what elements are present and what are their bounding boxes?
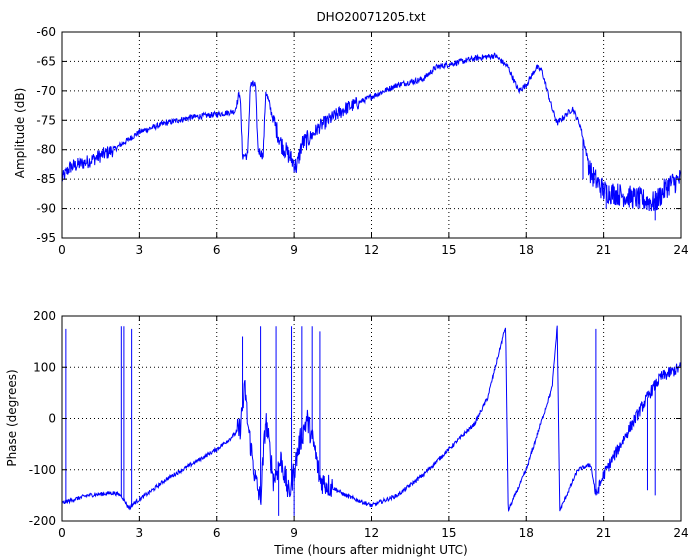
- amplitude-y-tick-label: -60: [36, 25, 56, 39]
- amplitude-series-line: [61, 52, 682, 212]
- phase-x-tick-label: 0: [58, 526, 66, 540]
- phase-x-tick-label: 6: [213, 526, 221, 540]
- amplitude-plot: Amplitude (dB) 0 3 6 9 12 15 18 21 24 -95 -90 -85 -8…: [13, 25, 689, 257]
- amplitude-ylabel: Amplitude (dB): [13, 88, 27, 179]
- amplitude-x-tick-label: 9: [290, 243, 298, 257]
- phase-series-line: [61, 325, 682, 512]
- amplitude-y-tick-label: -90: [36, 202, 56, 216]
- phase-y-tick-label: 100: [33, 360, 56, 374]
- amplitude-x-tick-label: 6: [213, 243, 221, 257]
- amplitude-x-tick-label: 24: [673, 243, 688, 257]
- phase-plot-area: [62, 316, 681, 521]
- amplitude-y-tick-label: -95: [36, 231, 56, 245]
- amplitude-plot-area: [62, 32, 681, 238]
- amplitude-x-tick-label: 18: [519, 243, 534, 257]
- phase-x-tick-label: 9: [290, 526, 298, 540]
- phase-xlabel: Time (hours after midnight UTC): [273, 543, 467, 557]
- amplitude-y-tick-label: -65: [36, 54, 56, 68]
- phase-x-tick-label: 15: [441, 526, 456, 540]
- phase-y-tick-label: -100: [29, 463, 56, 477]
- phase-ylabel: Phase (degrees): [5, 369, 19, 466]
- phase-x-tick-label: 3: [136, 526, 144, 540]
- amplitude-x-tick-label: 15: [441, 243, 456, 257]
- amplitude-x-tick-label: 12: [364, 243, 379, 257]
- phase-y-tick-label: 0: [48, 412, 56, 426]
- phase-x-tick-label: 21: [596, 526, 611, 540]
- amplitude-x-tick-label: 0: [58, 243, 66, 257]
- amplitude-x-tick-label: 21: [596, 243, 611, 257]
- chart-title: DHO20071205.txt: [316, 10, 425, 24]
- phase-plot: Phase (degrees) Time (hours after midnig…: [5, 309, 689, 557]
- amplitude-x-tick-label: 3: [136, 243, 144, 257]
- phase-x-tick-label: 12: [364, 526, 379, 540]
- amplitude-y-tick-label: -75: [36, 113, 56, 127]
- phase-y-tick-label: -200: [29, 514, 56, 528]
- phase-y-tick-label: 200: [33, 309, 56, 323]
- phase-x-tick-label: 18: [519, 526, 534, 540]
- phase-x-tick-label: 24: [673, 526, 688, 540]
- amplitude-y-tick-label: -70: [36, 84, 56, 98]
- amplitude-y-tick-label: -85: [36, 172, 56, 186]
- amplitude-y-tick-label: -80: [36, 143, 56, 157]
